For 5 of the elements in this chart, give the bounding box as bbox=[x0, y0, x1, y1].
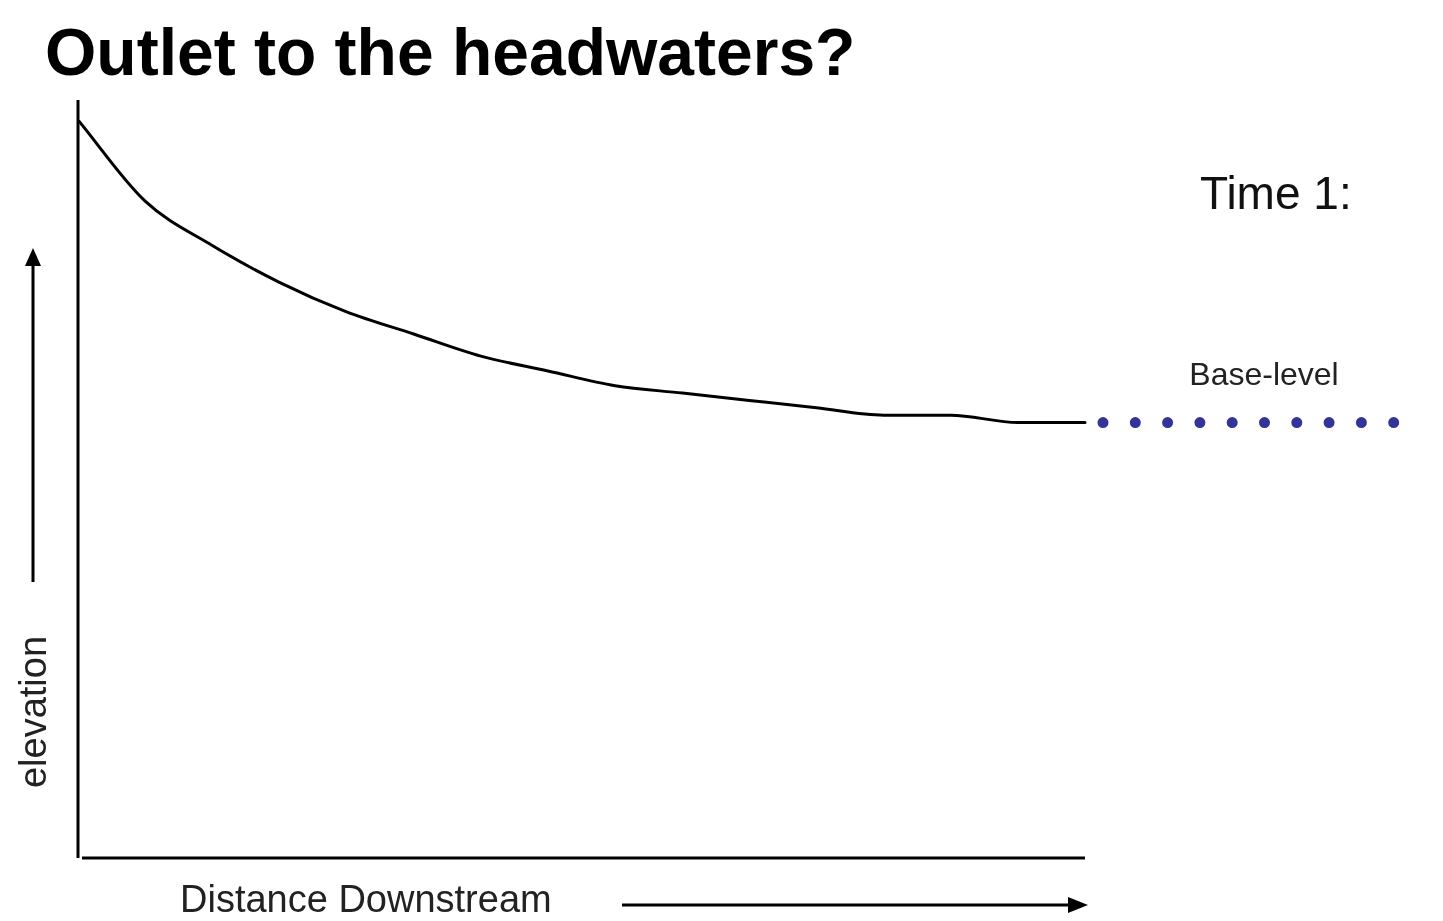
ref-line-label: Base-level bbox=[1189, 356, 1339, 393]
text: Time 1: bbox=[1200, 166, 1352, 220]
y-axis-title: elevation bbox=[11, 635, 55, 789]
x-axis-title: Distance Downstream bbox=[180, 878, 552, 921]
chart-title: Outlet to the headwaters? bbox=[45, 14, 856, 90]
